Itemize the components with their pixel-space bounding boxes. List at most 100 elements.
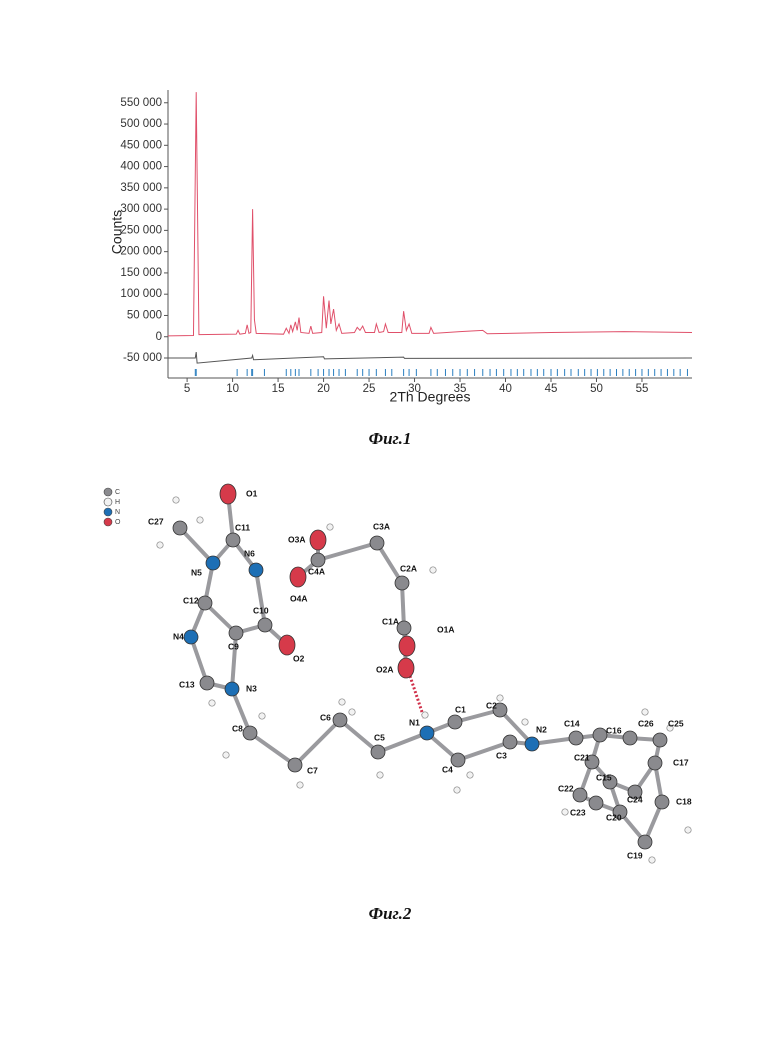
- bond: [378, 733, 427, 752]
- atom: [399, 636, 415, 656]
- legend-label: O: [115, 519, 121, 526]
- atom-label: N1: [409, 717, 420, 727]
- y-tick-label: 300 000: [120, 203, 162, 215]
- hydrogen-atom: [259, 713, 265, 719]
- atom: [206, 556, 220, 570]
- hydrogen-atom: [422, 712, 428, 718]
- hydrogen-atom: [377, 772, 383, 778]
- hydrogen-atom: [339, 699, 345, 705]
- atom-label: C8: [232, 723, 243, 733]
- atom-label: C24: [627, 794, 643, 804]
- atom: [398, 658, 414, 678]
- atom-label: O2: [293, 653, 305, 663]
- atom-label: C15: [596, 772, 612, 782]
- atom: [623, 731, 637, 745]
- hydrogen-atom: [297, 782, 303, 788]
- atom: [279, 635, 295, 655]
- atom-label: C22: [558, 783, 574, 793]
- atom: [290, 567, 306, 587]
- atom: [371, 745, 385, 759]
- y-tick-label: 100 000: [120, 288, 162, 300]
- x-tick-label: 10: [226, 383, 239, 395]
- atom-label: N3: [246, 683, 257, 693]
- atom: [653, 733, 667, 747]
- x-tick-label: 30: [408, 383, 421, 395]
- atom-label: C26: [638, 718, 654, 728]
- hydrogen-atom: [173, 497, 179, 503]
- atom: [226, 533, 240, 547]
- atom: [200, 676, 214, 690]
- atom: [451, 753, 465, 767]
- atom-label: C14: [564, 718, 580, 728]
- legend-label: C: [115, 489, 120, 496]
- y-tick-label: 550 000: [120, 97, 162, 109]
- x-tick-label: 40: [499, 383, 512, 395]
- atom-label: O1: [246, 488, 258, 498]
- atom: [225, 682, 239, 696]
- atom-label: C7: [307, 765, 318, 775]
- y-tick-label: 350 000: [120, 182, 162, 194]
- hydrogen-atom: [467, 772, 473, 778]
- atom: [573, 788, 587, 802]
- x-tick-label: 5: [184, 383, 190, 395]
- molecule: C27N5C11O1N6C10O2C9C12N4C13N3C8C7C6C5N1C…: [104, 484, 692, 863]
- atom-label: N5: [191, 567, 202, 577]
- atom-label: C6: [320, 712, 331, 722]
- atom: [333, 713, 347, 727]
- atom: [569, 731, 583, 745]
- atom: [243, 726, 257, 740]
- atom-label: C1A: [382, 616, 399, 626]
- y-tick-label: 0: [156, 331, 162, 343]
- atom: [655, 795, 669, 809]
- hydrogen-bond: [410, 676, 424, 718]
- legend-label: H: [115, 499, 120, 506]
- atom-label: C5: [374, 732, 385, 742]
- atom-label: O1A: [437, 624, 454, 634]
- atom-label: C2: [486, 700, 497, 710]
- hydrogen-atom: [327, 524, 333, 530]
- atom-label: C4A: [308, 566, 325, 576]
- hydrogen-atom: [642, 709, 648, 715]
- atom: [503, 735, 517, 749]
- atom: [220, 484, 236, 504]
- atom-label: O4A: [290, 593, 307, 603]
- atom-label: C13: [179, 679, 195, 689]
- bond: [250, 733, 295, 765]
- y-tick-label: 150 000: [120, 267, 162, 279]
- atom-label: C23: [570, 807, 586, 817]
- hydrogen-atom: [649, 857, 655, 863]
- atom-label: C11: [235, 522, 250, 532]
- atom-label: O3A: [288, 534, 305, 544]
- y-tick-label: 50 000: [127, 309, 162, 321]
- page-svg: Counts 2Th Degrees Фиг.1 Фиг.2 C27N5C11O…: [0, 0, 780, 1038]
- atom-label: N6: [244, 548, 255, 558]
- hydrogen-atom: [454, 787, 460, 793]
- bond: [340, 720, 378, 752]
- hydrogen-atom: [430, 567, 436, 573]
- atom: [173, 521, 187, 535]
- atom-label: C16: [606, 725, 622, 735]
- y-tick-label: 500 000: [120, 118, 162, 130]
- y-tick-label: -50 000: [123, 352, 162, 364]
- x-tick-label: 55: [636, 383, 649, 395]
- hydrogen-atom: [157, 542, 163, 548]
- atom-label: C25: [668, 718, 684, 728]
- bond: [256, 570, 265, 625]
- atom: [288, 758, 302, 772]
- atom-label: C17: [673, 757, 689, 767]
- atom: [229, 626, 243, 640]
- atom: [448, 715, 462, 729]
- atom-label: C9: [228, 641, 239, 651]
- atom: [648, 756, 662, 770]
- legend-swatch: [104, 498, 112, 506]
- series-line: [168, 352, 692, 363]
- atom-label: C20: [606, 812, 622, 822]
- atom-label: C3A: [373, 521, 390, 531]
- page: Fig html,body{margin:0;padding:0;backgro…: [0, 0, 780, 1038]
- atom: [184, 630, 198, 644]
- legend-swatch: [104, 508, 112, 516]
- legend-label: N: [115, 509, 120, 516]
- x-tick-label: 50: [590, 383, 603, 395]
- atom: [249, 563, 263, 577]
- x-tick-label: 35: [454, 383, 467, 395]
